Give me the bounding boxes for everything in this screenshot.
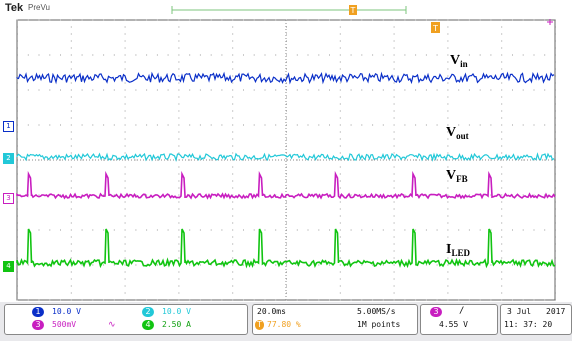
- cursor-plus-icon: [547, 19, 553, 25]
- ch4-badge[interactable]: 4: [142, 320, 154, 330]
- trigger-level[interactable]: 4.55 V: [439, 320, 468, 329]
- ch3-badge[interactable]: 3: [32, 320, 44, 330]
- sample-rate[interactable]: 5.00MS/s: [357, 307, 396, 316]
- acquisition-mode: PreVu: [28, 3, 50, 12]
- record-length[interactable]: 1M points: [357, 320, 401, 329]
- vfb-label: VFB: [446, 168, 468, 184]
- ch4-scale[interactable]: 2.50 A: [162, 320, 191, 329]
- trigger-pos-icon: T: [255, 320, 264, 330]
- ch2-ground-marker[interactable]: 2: [3, 153, 14, 164]
- datetime-panel: 3 Jul 2017 11: 37: 20: [500, 304, 572, 335]
- ch3-waveform-vfb: [16, 170, 556, 200]
- top-bar: Tek PreVu: [0, 0, 572, 20]
- vout-label: Vout: [446, 125, 469, 141]
- channel-readout-panel[interactable]: 1 10.0 V 2 10.0 V 3 500mV ∿ 4 2.50 A: [4, 304, 248, 335]
- svg-text:T: T: [432, 24, 438, 33]
- trigger-panel[interactable]: 3 / 4.55 V: [420, 304, 498, 335]
- time-per-div[interactable]: 20.0ms: [257, 307, 286, 316]
- timebase-panel[interactable]: 20.0ms 5.00MS/s T 77.80 % 1M points: [252, 304, 418, 335]
- ch1-scale[interactable]: 10.0 V: [52, 307, 81, 316]
- math-wave-icon: ∿: [108, 319, 116, 329]
- trigger-t-icon[interactable]: T: [349, 5, 357, 15]
- ch3-scale[interactable]: 500mV: [52, 320, 77, 329]
- svg-text:T: T: [350, 6, 356, 15]
- brand-logo: Tek: [5, 2, 24, 14]
- ch2-scale[interactable]: 10.0 V: [162, 307, 191, 316]
- ch1-ground-marker[interactable]: 1: [3, 121, 14, 132]
- ch4-ground-marker[interactable]: 4: [3, 261, 14, 272]
- trigger-position[interactable]: 77.80 %: [267, 320, 301, 329]
- rising-edge-icon[interactable]: /: [459, 306, 465, 316]
- vin-label: Vin: [450, 53, 468, 69]
- ch3-ground-marker[interactable]: 3: [3, 193, 14, 204]
- ch2-waveform-vout: [16, 152, 555, 163]
- ch1-badge[interactable]: 1: [32, 307, 44, 317]
- year: 2017: [546, 307, 566, 316]
- date: 3 Jul: [507, 307, 532, 316]
- ch2-badge[interactable]: 2: [142, 307, 154, 317]
- ch4-waveform-iled: [16, 228, 556, 269]
- trigger-level-marker[interactable]: T: [431, 22, 440, 33]
- time: 11: 37: 20: [504, 320, 553, 329]
- trigger-source-badge[interactable]: 3: [430, 307, 442, 317]
- ch1-waveform-vin: [16, 71, 555, 85]
- iled-label: ILED: [446, 242, 470, 258]
